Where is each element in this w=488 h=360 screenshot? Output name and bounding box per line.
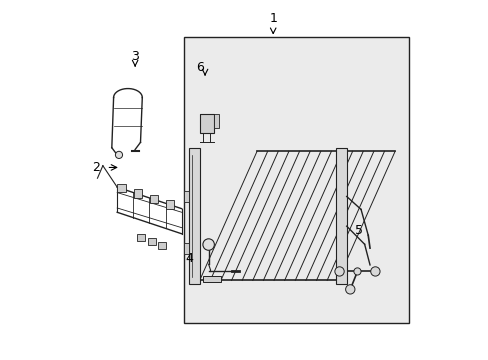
Bar <box>188 148 199 284</box>
Circle shape <box>334 267 344 276</box>
Circle shape <box>353 268 360 275</box>
Circle shape <box>345 285 354 294</box>
Bar <box>183 243 188 253</box>
Bar <box>199 114 214 134</box>
Bar <box>183 37 408 323</box>
Bar <box>158 242 166 249</box>
Text: 6: 6 <box>195 60 203 73</box>
Bar <box>147 238 155 245</box>
Bar <box>149 194 158 203</box>
Text: 1: 1 <box>269 12 277 25</box>
Bar <box>203 276 221 282</box>
Bar <box>335 148 346 284</box>
Text: 5: 5 <box>354 224 363 237</box>
Circle shape <box>115 151 122 158</box>
Bar <box>165 200 174 208</box>
Bar <box>137 234 144 240</box>
Bar <box>117 184 126 192</box>
Bar <box>183 191 188 202</box>
Bar <box>133 189 142 198</box>
Circle shape <box>370 267 379 276</box>
Circle shape <box>203 239 214 250</box>
Text: 4: 4 <box>184 252 192 265</box>
Text: 3: 3 <box>131 50 139 63</box>
Text: 2: 2 <box>92 161 100 174</box>
Bar <box>214 114 219 128</box>
